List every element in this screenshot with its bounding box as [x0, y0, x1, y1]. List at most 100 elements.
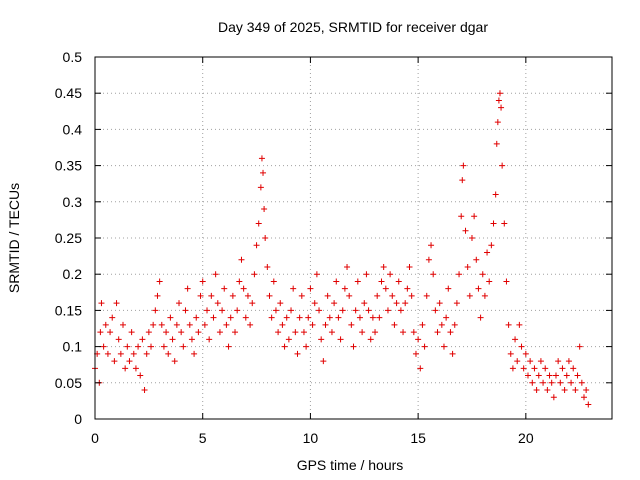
data-point [180, 343, 187, 350]
data-point [266, 292, 273, 299]
data-point [488, 242, 495, 249]
data-point [124, 343, 131, 350]
data-point [150, 321, 157, 328]
data-point [307, 285, 314, 292]
data-point [182, 307, 189, 314]
data-point [300, 329, 307, 336]
data-point [389, 292, 396, 299]
data-point [495, 97, 502, 104]
data-point [548, 379, 555, 386]
data-point [531, 365, 538, 372]
plot-frame [94, 56, 613, 420]
data-point [527, 358, 534, 365]
data-point [458, 213, 465, 220]
data-point [475, 285, 482, 292]
data-point [535, 372, 542, 379]
data-point [432, 307, 439, 314]
y-tick-label: 0.1 [63, 339, 83, 355]
data-point [214, 300, 221, 307]
data-point [130, 350, 137, 357]
y-tick-label: 0.4 [63, 121, 83, 137]
y-tick-label: 0.25 [55, 230, 82, 246]
data-point [387, 271, 394, 278]
data-point [391, 321, 398, 328]
data-point [419, 321, 426, 328]
data-point [544, 387, 551, 394]
data-point [197, 292, 204, 299]
data-point [268, 314, 275, 321]
data-point [473, 256, 480, 263]
data-point [583, 387, 590, 394]
data-point [195, 329, 202, 336]
data-point [361, 300, 368, 307]
data-point [148, 343, 155, 350]
data-point [102, 321, 109, 328]
data-point [294, 350, 301, 357]
data-point [436, 300, 443, 307]
data-point [126, 358, 133, 365]
data-point [493, 140, 500, 147]
data-point [460, 162, 467, 169]
x-tick-label: 0 [91, 430, 99, 446]
data-point [335, 314, 342, 321]
data-point [537, 358, 544, 365]
data-point [128, 329, 135, 336]
data-point [486, 278, 493, 285]
data-point [395, 278, 402, 285]
y-tick-label: 0.2 [63, 266, 83, 282]
data-point [408, 292, 415, 299]
data-point [410, 329, 417, 336]
data-point [216, 329, 223, 336]
data-point [372, 329, 379, 336]
data-point [139, 336, 146, 343]
grid-layer [95, 57, 612, 419]
data-point [229, 292, 236, 299]
data-point [550, 394, 557, 401]
data-point [423, 292, 430, 299]
data-point [477, 314, 484, 321]
y-tick-labels: 0 0.05 0.1 0.15 0.2 0.25 0.3 0.35 0.4 0.45 0.5 [55, 49, 82, 427]
data-point [223, 321, 230, 328]
data-point [158, 321, 165, 328]
data-point [141, 387, 148, 394]
data-point [137, 372, 144, 379]
data-point [255, 220, 262, 227]
data-point [328, 329, 335, 336]
data-point [117, 350, 124, 357]
data-point [171, 358, 178, 365]
data-point [542, 365, 549, 372]
data-point [122, 365, 129, 372]
data-point [561, 387, 568, 394]
data-point [184, 285, 191, 292]
data-point [331, 300, 338, 307]
data-point [468, 235, 475, 241]
data-point [288, 307, 295, 314]
data-point [533, 387, 540, 394]
data-point [479, 271, 486, 278]
data-point [160, 343, 167, 350]
data-point [285, 336, 292, 343]
data-point [244, 292, 251, 299]
data-point [232, 329, 239, 336]
data-point [451, 321, 458, 328]
x-axis-label: GPS time / hours [297, 457, 404, 473]
data-point [107, 329, 114, 336]
data-point [572, 387, 579, 394]
data-point [406, 263, 413, 270]
data-point [264, 263, 271, 270]
data-point [499, 162, 506, 169]
data-point [524, 372, 531, 379]
data-point [374, 292, 381, 299]
data-point [359, 329, 366, 336]
data-point [464, 263, 471, 270]
data-point [156, 278, 163, 285]
data-point [568, 379, 575, 386]
data-point [318, 336, 325, 343]
data-point [492, 191, 499, 198]
data-point [135, 343, 142, 350]
data-point [257, 184, 264, 191]
data-point [382, 285, 389, 292]
data-point [258, 155, 265, 162]
data-point [97, 329, 104, 336]
